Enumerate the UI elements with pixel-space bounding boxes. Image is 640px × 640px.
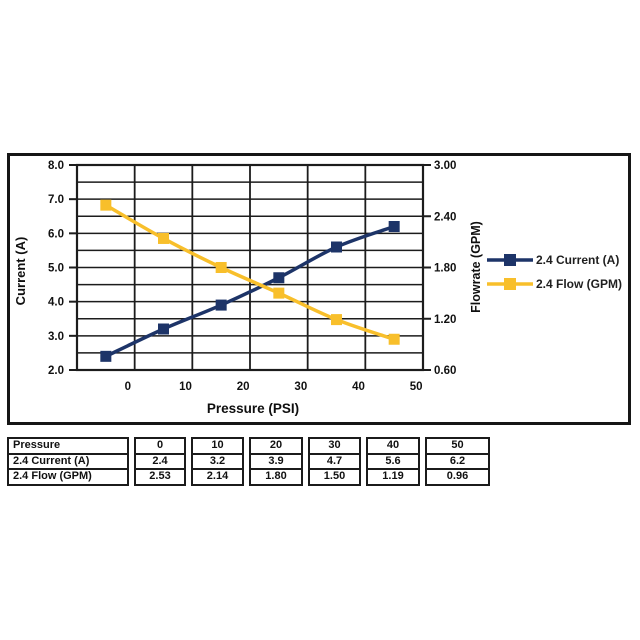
- legend-current-line-marker-icon: [487, 254, 533, 266]
- table-label-column: Pressure 2.4 Current (A) 2.4 Flow (GPM): [7, 437, 129, 486]
- right-tick-label: 1.20: [434, 314, 456, 326]
- chart-frame: 8.0 7.0 6.0 5.0 4.0 3.0 2.0 3.00 2.40 1.80 1.20 0.6…: [7, 153, 631, 425]
- chart-plot: 8.0 7.0 6.0 5.0 4.0 3.0 2.0 3.00 2.40 1.80 1.20 0.6…: [48, 160, 456, 393]
- x-axis-title: Pressure (PSI): [206, 401, 300, 416]
- series-marker-1: [215, 262, 227, 273]
- table-cell: 0: [156, 439, 164, 451]
- left-tick-label: 8.0: [48, 160, 64, 172]
- x-tick-label: 50: [410, 381, 423, 393]
- table-value-column: 20 3.9 1.80: [249, 437, 303, 486]
- series-marker-1: [273, 287, 285, 299]
- series-marker-1: [388, 333, 400, 345]
- table-cell: 4.7: [310, 452, 359, 469]
- series-marker-0: [388, 221, 400, 232]
- x-tick-label: 10: [179, 381, 192, 393]
- table-row-label: Pressure: [13, 439, 61, 451]
- table-cell: 40: [386, 439, 400, 451]
- series-marker-1: [331, 314, 342, 326]
- series-marker-0: [215, 299, 227, 311]
- table-cell: 1.80: [251, 468, 301, 484]
- x-tick-label: 30: [294, 381, 307, 393]
- table-cell: 1.50: [310, 468, 359, 484]
- legend-item-current: 2.4 Current (A): [487, 253, 622, 267]
- table-cell: 2.4: [136, 452, 184, 469]
- table-cell: 30: [328, 439, 341, 451]
- left-tick-label: 5.0: [48, 263, 64, 275]
- table-cell: 2.53: [136, 468, 184, 484]
- x-tick-label: 40: [352, 381, 365, 393]
- table-cell: 20: [269, 439, 283, 451]
- table-value-column: 10 3.2 2.14: [191, 437, 244, 486]
- table-cell: 1.19: [368, 468, 418, 484]
- table-cell: 3.9: [251, 452, 301, 469]
- table-cell: 0.96: [427, 468, 488, 484]
- series-marker-1: [100, 199, 112, 211]
- table-row-label: 2.4 Current (A): [9, 452, 127, 469]
- right-axis-title: Flowrate (GPM): [469, 221, 483, 313]
- table-cell: 6.2: [427, 452, 488, 469]
- table-cell: 3.2: [193, 452, 242, 469]
- series-marker-1: [158, 232, 169, 244]
- left-axis-title: Current (A): [13, 236, 28, 306]
- right-tick-label: 0.60: [434, 365, 456, 377]
- table-cell: 10: [211, 439, 224, 451]
- left-tick-label: 6.0: [48, 228, 64, 240]
- table-cell: 5.6: [368, 452, 418, 469]
- table-value-column: 40 5.6 1.19: [366, 437, 420, 486]
- left-tick-label: 2.0: [48, 365, 64, 377]
- left-tick-label: 4.0: [48, 297, 64, 309]
- x-tick-label: 0: [125, 381, 131, 393]
- series-marker-0: [158, 323, 169, 335]
- table-cell: 2.14: [193, 468, 242, 484]
- left-tick-label: 7.0: [48, 194, 64, 206]
- x-tick-label: 20: [237, 381, 250, 393]
- table-value-column: 30 4.7 1.50: [308, 437, 361, 486]
- series-marker-0: [100, 350, 112, 362]
- legend-label-current: 2.4 Current (A): [536, 253, 620, 267]
- table-cell: 50: [451, 439, 464, 451]
- left-tick-label: 3.0: [48, 331, 64, 343]
- series-marker-0: [331, 241, 342, 253]
- chart-legend: 2.4 Current (A) 2.4 Flow (GPM): [487, 253, 622, 291]
- legend-flow-line-marker-icon: [487, 278, 533, 290]
- table-value-column: 0 2.4 2.53: [134, 437, 186, 486]
- legend-label-flow: 2.4 Flow (GPM): [536, 277, 623, 291]
- table-value-column: 50 6.2 0.96: [425, 437, 490, 486]
- data-table: Pressure 2.4 Current (A) 2.4 Flow (GPM) 0 2.…: [7, 437, 490, 486]
- right-tick-label: 3.00: [434, 160, 456, 172]
- right-tick-label: 1.80: [434, 263, 456, 275]
- series-marker-0: [273, 272, 285, 284]
- right-tick-label: 2.40: [434, 211, 456, 223]
- table-row-label: 2.4 Flow (GPM): [9, 468, 127, 484]
- legend-item-flow: 2.4 Flow (GPM): [487, 277, 622, 291]
